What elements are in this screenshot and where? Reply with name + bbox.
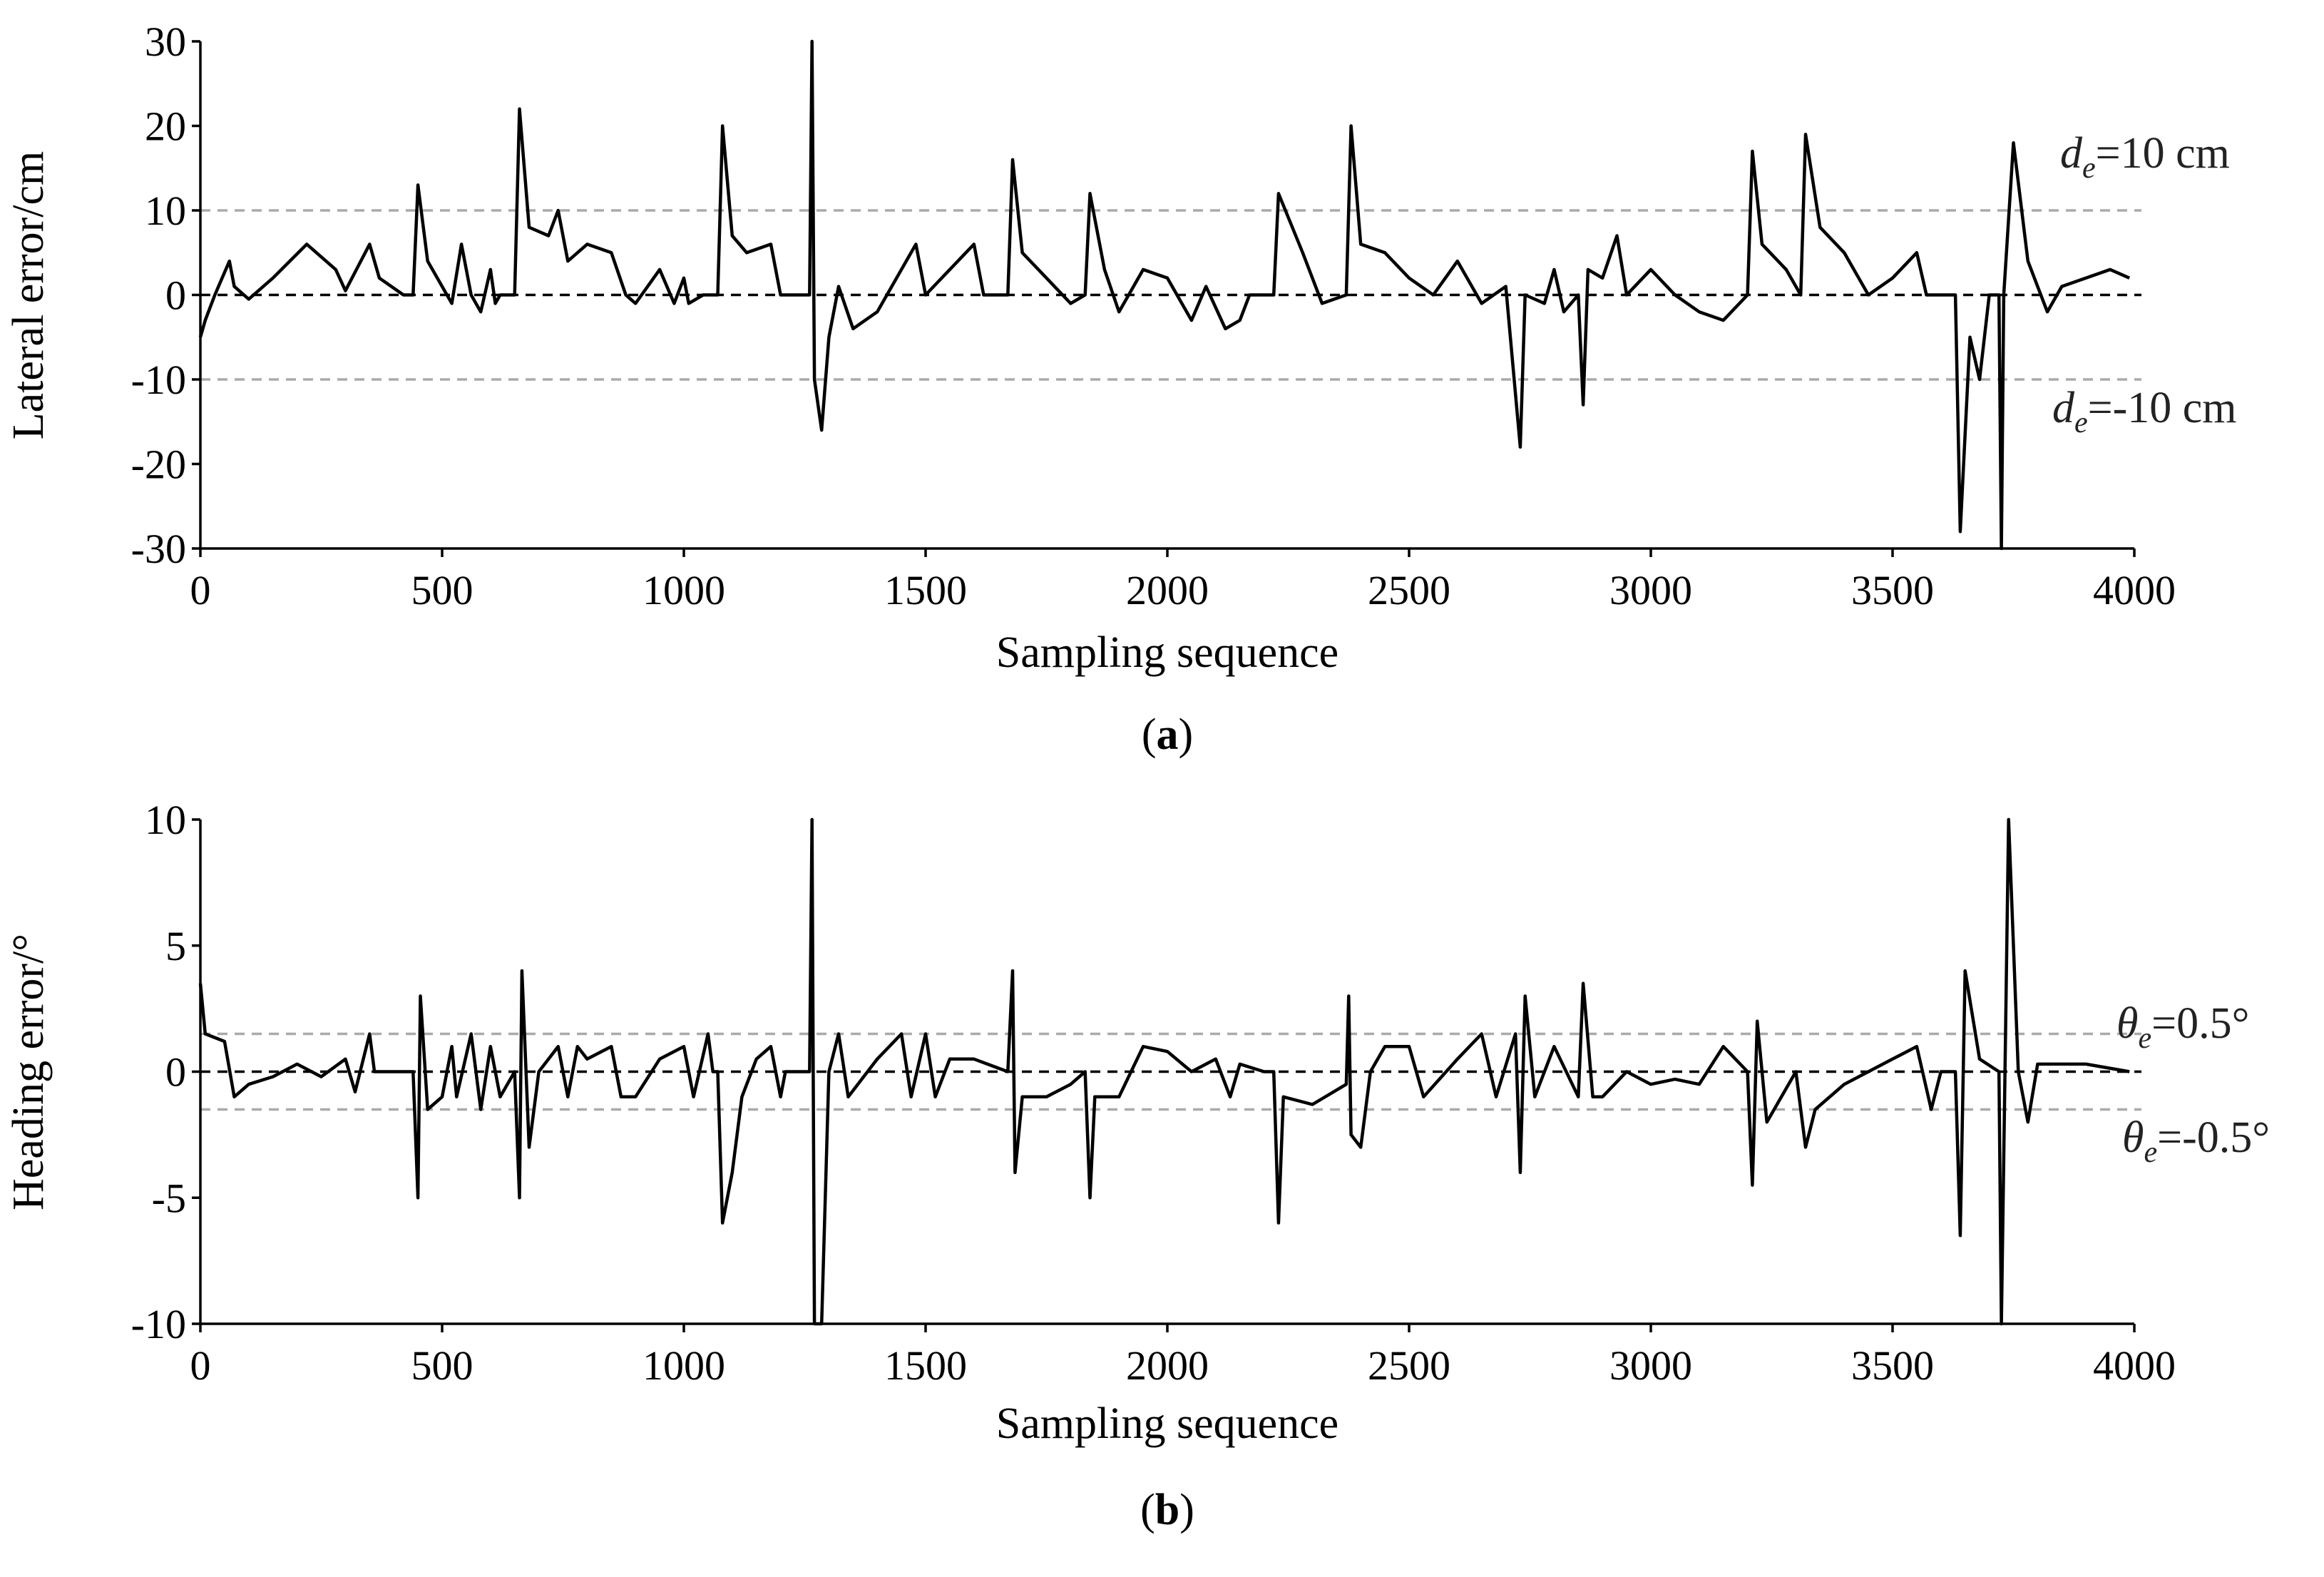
- annotation-symbol: d: [2060, 129, 2083, 178]
- annotation-symbol: θ: [2122, 1113, 2144, 1162]
- y-tick-label: 20: [145, 103, 186, 150]
- caption-part: ): [1179, 1486, 1194, 1534]
- annotation-text: =-10 cm: [2088, 384, 2237, 432]
- annotation: de=10 cm: [2060, 129, 2230, 185]
- y-axis-title: Lateral error/cm: [4, 151, 53, 439]
- x-tick-label: 1000: [643, 1342, 725, 1389]
- x-tick-label: 2500: [1368, 567, 1450, 613]
- annotation-symbol: θ: [2116, 999, 2138, 1048]
- y-tick-label: 0: [165, 272, 186, 319]
- annotation-subscript: e: [2074, 407, 2088, 439]
- annotation: θe=-0.5°: [2122, 1113, 2270, 1169]
- y-tick-label: -30: [131, 526, 186, 572]
- x-tick-label: 500: [411, 1342, 473, 1389]
- y-tick-label: 5: [165, 923, 186, 969]
- caption-part: b: [1155, 1486, 1179, 1534]
- y-tick-label: -10: [131, 357, 186, 403]
- x-tick-label: 500: [411, 567, 473, 613]
- x-tick-label: 3500: [1851, 1342, 1934, 1389]
- x-tick-label: 4000: [2093, 567, 2176, 613]
- x-tick-label: 0: [190, 1342, 211, 1389]
- y-tick-label: -20: [131, 442, 186, 488]
- x-tick-label: 3500: [1851, 567, 1934, 613]
- x-tick-label: 2000: [1126, 1342, 1209, 1389]
- annotation-subscript: e: [2144, 1136, 2157, 1169]
- caption: (b): [1140, 1486, 1194, 1534]
- annotation: θe=0.5°: [2116, 999, 2249, 1055]
- data-line: [198, 817, 2130, 1326]
- chart-panel: -10 -5 0 5 10 0 500 1000 1500 2000 2500 3000 3500 400…: [4, 797, 2270, 1534]
- x-tick-label: 4000: [2093, 1342, 2176, 1389]
- x-tick-label: 1000: [643, 567, 725, 613]
- annotation-subscript: e: [2138, 1022, 2151, 1055]
- x-axis-title: Sampling sequence: [996, 1399, 1338, 1448]
- y-tick-label: 10: [145, 797, 186, 843]
- x-tick-label: 3000: [1609, 567, 1692, 613]
- y-tick-label: 10: [145, 188, 186, 234]
- x-tick-label: 3000: [1609, 1342, 1692, 1389]
- x-tick-label: 1500: [884, 1342, 967, 1389]
- caption: (a): [1142, 710, 1193, 759]
- annotation-text: =-0.5°: [2157, 1113, 2270, 1162]
- x-tick-label: 1500: [884, 567, 967, 613]
- y-tick-label: 0: [165, 1049, 186, 1096]
- x-tick-label: 0: [190, 567, 211, 613]
- annotation-symbol: d: [2052, 384, 2075, 432]
- data-line: [198, 39, 2131, 551]
- caption-part: a: [1157, 710, 1179, 759]
- caption-part: (: [1142, 710, 1157, 759]
- y-tick-label: -10: [131, 1301, 186, 1347]
- chart-panel: -30 -20 -10 0 10 20 30 0 500 1000 1500 2000 2500 3000…: [4, 19, 2237, 759]
- y-axis-title: Heading error/°: [4, 934, 53, 1210]
- annotation: de=-10 cm: [2052, 384, 2237, 439]
- caption-part: (: [1140, 1486, 1155, 1534]
- x-axis-title: Sampling sequence: [996, 628, 1338, 677]
- caption-part: ): [1179, 710, 1194, 759]
- x-tick-label: 2500: [1368, 1342, 1450, 1389]
- annotation-text: =10 cm: [2096, 129, 2230, 178]
- annotation-subscript: e: [2082, 152, 2096, 185]
- annotation-text: =0.5°: [2151, 999, 2249, 1048]
- y-tick-label: 30: [145, 19, 186, 65]
- x-tick-label: 2000: [1126, 567, 1209, 613]
- y-tick-label: -5: [152, 1175, 186, 1221]
